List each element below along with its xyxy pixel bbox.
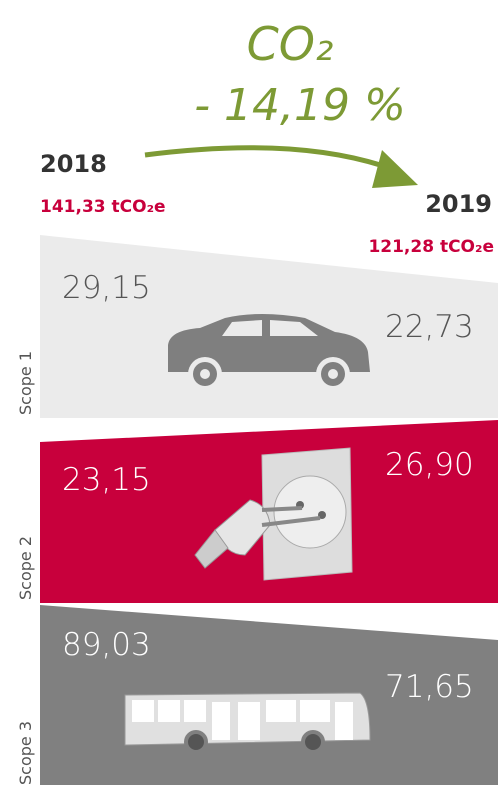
car-icon <box>168 314 370 391</box>
arrow-head <box>372 150 418 188</box>
value-from: 89,03 <box>62 627 151 663</box>
value-to: 71,65 <box>385 669 474 705</box>
value-from: 23,15 <box>62 462 151 498</box>
scope-label: Scope 1 <box>16 351 35 415</box>
arrow <box>144 145 396 173</box>
change-label: - 14,19 % <box>194 80 406 131</box>
total-label: 141,33 tCO₂e <box>40 197 166 217</box>
total-label: 121,28 tCO₂e <box>368 237 494 257</box>
scope-label: Scope 2 <box>16 536 35 600</box>
value-to: 26,90 <box>385 447 474 483</box>
plug-icon <box>194 447 353 581</box>
gas-label: CO₂ <box>247 17 334 71</box>
bus-icon <box>124 692 371 754</box>
scope-label: Scope 3 <box>16 721 35 785</box>
year-label: 2019 <box>425 190 492 218</box>
value-to: 22,73 <box>385 309 474 345</box>
value-from: 29,15 <box>62 270 151 306</box>
year-label: 2018 <box>40 150 107 178</box>
